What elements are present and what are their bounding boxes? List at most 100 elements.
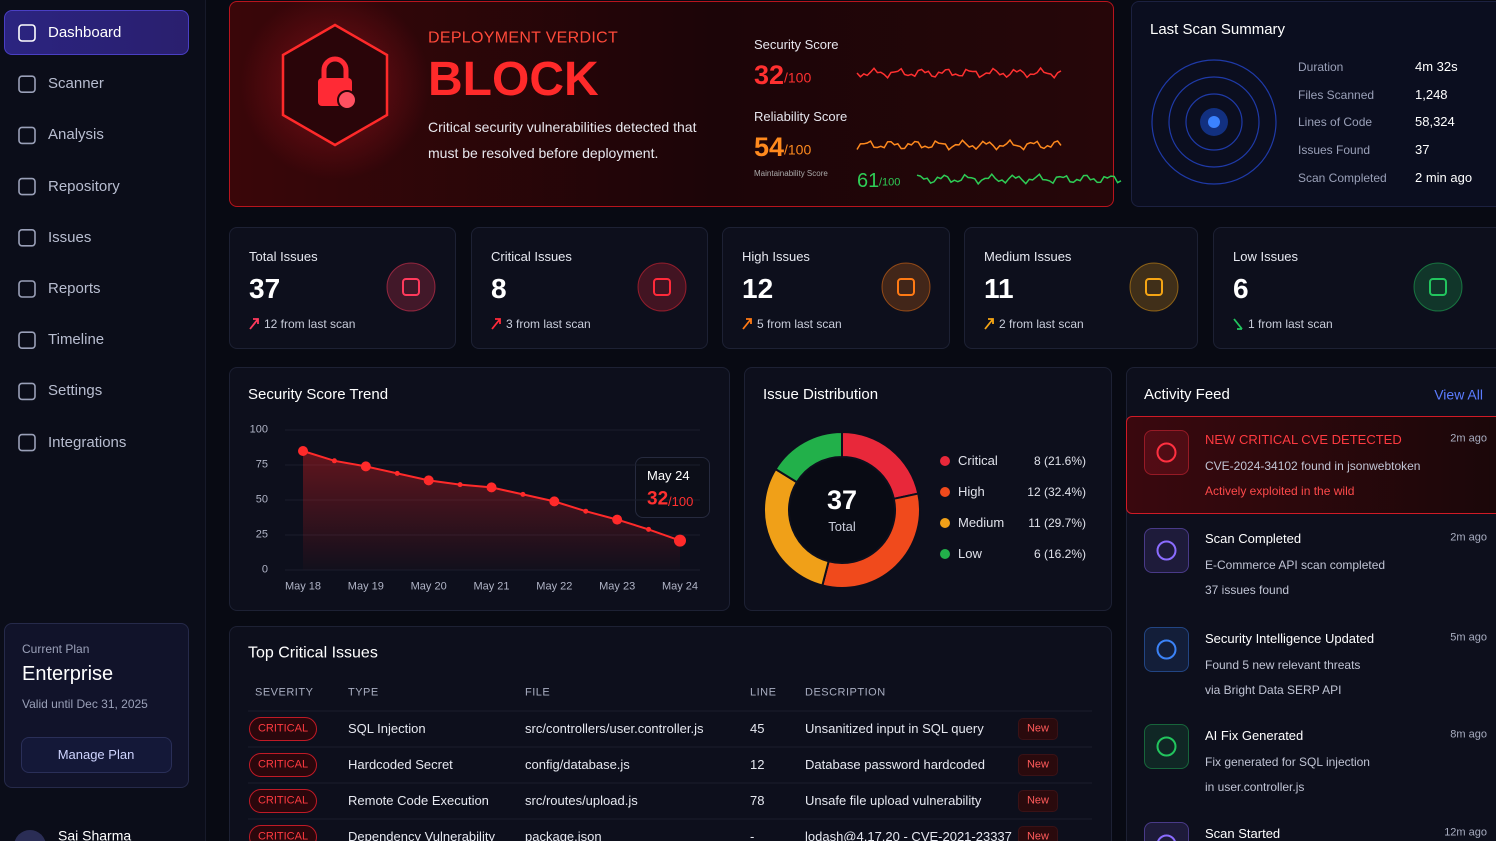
stat-title: Low Issues	[1233, 249, 1299, 265]
activity-title: AI Fix Generated	[1205, 728, 1304, 744]
manage-plan-button[interactable]	[21, 737, 172, 773]
donut-total: 37	[826, 484, 858, 515]
stat-value: 11	[984, 273, 1014, 305]
stat-icon	[897, 278, 915, 296]
lock-shackle	[321, 56, 349, 78]
plan-label: Current Plan	[22, 641, 90, 656]
point	[457, 482, 463, 488]
sparkline	[916, 173, 1122, 186]
radar-dot	[1208, 116, 1220, 128]
nav-icon	[18, 331, 36, 350]
cell: lodash@4.17.20 - CVE-2021-23337	[805, 829, 1012, 841]
legend-label: Low	[958, 546, 982, 562]
legend-label: Critical	[958, 453, 998, 469]
nav-label: Analysis	[48, 126, 104, 144]
summary-label: Duration	[1298, 59, 1344, 74]
activity-time: 5m ago	[1450, 631, 1487, 644]
verdict-description: Critical security vulnerabilities detect…	[428, 119, 697, 161]
nav-label: Dashboard	[48, 24, 122, 41]
plan-name: Enterprise	[22, 663, 114, 685]
activity-time: 8m ago	[1450, 728, 1487, 741]
tooltip-value: 32	[647, 488, 669, 510]
severity-badge	[249, 789, 317, 813]
legend-dot	[940, 487, 950, 497]
verdict-value: BLOCK	[428, 53, 599, 107]
activity-line: Found 5 new relevant threats	[1205, 657, 1361, 672]
nav-icon	[18, 75, 36, 93]
stat-change: 2 from last scan	[999, 316, 1084, 331]
legend-label: Medium	[958, 515, 1005, 531]
summary-value: 58,324	[1415, 114, 1455, 130]
activity-icon	[1144, 822, 1189, 841]
cell: Database password hardcoded	[805, 757, 985, 773]
activity-icon	[1144, 724, 1189, 769]
point	[423, 475, 434, 486]
score-name: Security Score	[754, 37, 839, 53]
activity-glyph	[1156, 736, 1177, 757]
summary-value: 2 min ago	[1415, 170, 1473, 185]
plan-valid: Valid until Dec 31, 2025	[22, 696, 148, 711]
cell: Remote Code Execution	[348, 793, 489, 809]
card-title: Issue Distribution	[763, 386, 879, 403]
legend-label: High	[958, 484, 985, 500]
stat-card	[1213, 227, 1496, 349]
nav-label: Integrations	[48, 433, 127, 451]
radar-ring	[1168, 76, 1260, 168]
severity: CRITICAL	[257, 830, 309, 841]
summary-label: Issues Found	[1298, 142, 1371, 157]
summary-value: 1,248	[1415, 86, 1448, 102]
summary-label: Scan Completed	[1298, 170, 1387, 185]
activity-glyph	[1157, 834, 1176, 841]
x-tick-label: May 21	[473, 580, 510, 593]
stat-icon	[1429, 278, 1447, 296]
column-header: FILE	[525, 686, 551, 699]
stat-icon-bg	[1413, 262, 1463, 312]
x-tick-label: May 24	[661, 580, 699, 593]
stat-card	[964, 227, 1198, 349]
severity-badge	[249, 717, 317, 741]
activity-glyph	[1156, 540, 1177, 561]
point	[674, 534, 686, 547]
activity-line: 37 issues found	[1205, 582, 1290, 597]
x-tick-label: May 22	[536, 580, 573, 593]
point	[298, 446, 308, 456]
activity-title: Scan Started	[1205, 826, 1281, 841]
activity-title: NEW CRITICAL CVE DETECTED	[1205, 432, 1402, 448]
cell: 12	[750, 757, 765, 773]
nav-icon	[18, 280, 36, 298]
point	[331, 458, 337, 464]
score-name: Maintainability Score	[754, 169, 828, 179]
activity-highlight	[1126, 416, 1496, 514]
view-all[interactable]: View All	[1434, 386, 1483, 403]
area	[303, 451, 680, 570]
nav-icon	[18, 24, 36, 42]
cell: Hardcoded Secret	[348, 757, 453, 773]
card-title: Top Critical Issues	[248, 644, 378, 662]
status: New	[1026, 758, 1050, 771]
legend-dot	[940, 549, 950, 559]
nav-label: Settings	[48, 382, 103, 400]
activity-line: E-Commerce API scan completed	[1205, 557, 1386, 572]
legend-value: 6 (16.2%)	[1033, 546, 1086, 561]
legend-value: 11 (29.7%)	[1028, 515, 1086, 530]
nav-icon	[18, 229, 36, 247]
stat-card	[471, 227, 708, 349]
point	[549, 496, 560, 507]
sparkline	[856, 66, 1062, 80]
status: New	[1026, 722, 1050, 735]
point	[583, 508, 589, 514]
new-badge	[1018, 790, 1058, 812]
point	[646, 526, 652, 532]
cell: src/routes/upload.js	[525, 793, 638, 809]
y-tick-label: 0	[261, 563, 268, 576]
stat-change: 3 from last scan	[506, 316, 591, 331]
avatar	[14, 830, 46, 841]
card-title: Activity Feed	[1144, 386, 1230, 403]
point	[612, 514, 623, 525]
change-arrow	[1233, 318, 1243, 330]
score-value: 61	[857, 170, 880, 192]
y-tick-label: 75	[255, 458, 268, 471]
nav-label: Repository	[48, 177, 120, 195]
severity-badge	[249, 825, 317, 841]
stat-icon-bg	[637, 262, 687, 312]
